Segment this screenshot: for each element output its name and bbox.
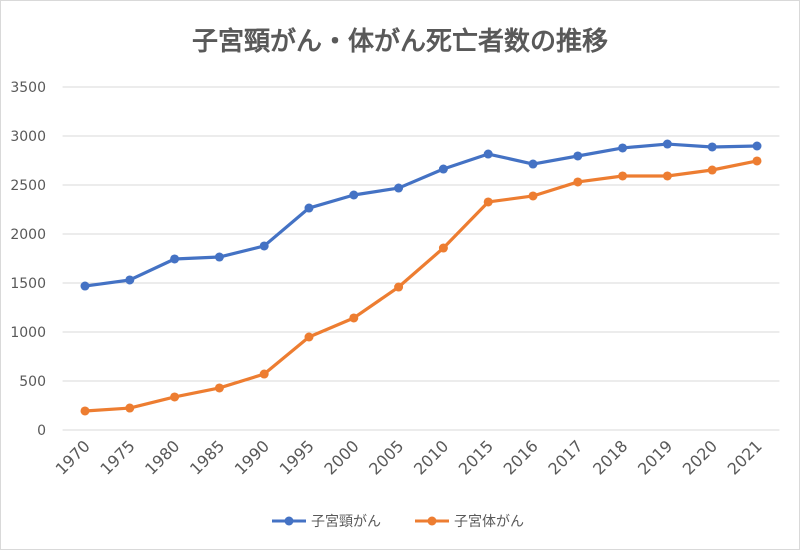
x-tick-label: 1970 (52, 436, 94, 478)
x-tick-label: 2000 (320, 436, 362, 478)
data-point (259, 369, 269, 379)
x-tick-label: 2019 (634, 436, 676, 478)
data-point (80, 281, 90, 291)
y-tick-label: 500 (19, 374, 46, 390)
data-point (304, 332, 314, 342)
x-tick-label: 1990 (231, 436, 273, 478)
series-line-1 (84, 142, 758, 288)
data-point (752, 156, 762, 166)
y-tick-label: 3000 (10, 129, 46, 145)
x-tick-label: 2018 (589, 436, 631, 478)
data-point (662, 139, 672, 149)
chart-title: 子宮頸がん・体がん死亡者数の推移 (192, 26, 608, 57)
data-point (349, 190, 359, 200)
data-point (80, 406, 90, 416)
y-tick-label: 0 (37, 423, 46, 439)
data-point (528, 191, 538, 201)
data-point (438, 164, 448, 174)
data-point (618, 143, 628, 153)
x-tick-label: 2015 (455, 436, 497, 478)
x-tick-label: 2005 (365, 436, 407, 478)
y-tick-label: 2000 (10, 227, 46, 243)
x-tick-label: 1980 (141, 436, 183, 478)
data-point (394, 282, 404, 292)
data-point (394, 183, 404, 193)
y-tick-label: 3500 (10, 80, 46, 96)
data-point (752, 141, 762, 151)
x-tick-label: 2017 (544, 436, 586, 478)
data-point (349, 313, 359, 323)
data-point (618, 171, 628, 181)
legend-label: 子宮頸がん (311, 514, 381, 530)
data-point (170, 254, 180, 264)
series-line-2 (84, 159, 758, 413)
data-point (259, 241, 269, 251)
data-point (573, 151, 583, 161)
x-tick-label: 2016 (500, 436, 542, 478)
x-tick-label: 1995 (276, 436, 318, 478)
x-tick-label: 2021 (724, 436, 766, 478)
x-tick-label: 1985 (186, 436, 228, 478)
data-point (214, 252, 224, 262)
data-point (304, 203, 314, 213)
data-point (125, 275, 135, 285)
data-point (528, 159, 538, 169)
legend-marker (427, 516, 437, 526)
x-tick-label: 2020 (679, 436, 721, 478)
data-point (573, 177, 583, 187)
data-point (170, 392, 180, 402)
y-tick-label: 1500 (10, 276, 46, 292)
data-point (438, 243, 448, 253)
data-point (125, 403, 135, 413)
y-tick-label: 2500 (10, 178, 46, 194)
legend-marker (284, 516, 294, 526)
data-point (483, 149, 493, 159)
x-tick-label: 1975 (96, 436, 138, 478)
data-point (707, 142, 717, 152)
data-point (707, 165, 717, 175)
data-point (483, 197, 493, 207)
data-point (662, 171, 672, 181)
data-point (214, 383, 224, 393)
legend-label: 子宮体がん (454, 514, 524, 530)
x-tick-label: 2010 (410, 436, 452, 478)
y-tick-label: 1000 (10, 325, 46, 341)
